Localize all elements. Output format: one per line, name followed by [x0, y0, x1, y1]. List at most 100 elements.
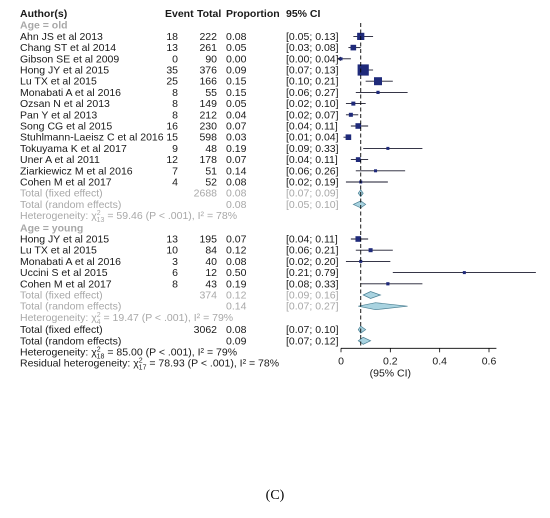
header-event: Event [165, 8, 194, 20]
study-ci: [0.02; 0.10] [286, 98, 339, 110]
study-marker [355, 123, 362, 129]
study-total: 230 [199, 121, 217, 133]
study-author: Gibson SE et al 2009 [20, 53, 119, 65]
study-total: 43 [205, 278, 217, 290]
panel-label: (C) [265, 488, 285, 503]
study-marker [386, 146, 390, 150]
group-random-diamond [352, 200, 367, 209]
study-total: 261 [199, 42, 217, 54]
study-event: 7 [172, 165, 178, 177]
study-ci: [0.04; 0.11] [286, 121, 338, 133]
study-author: Ahn JS et al 2013 [20, 31, 103, 43]
study-total: 51 [205, 165, 217, 177]
study-event: 3 [172, 256, 178, 268]
study-ci: [0.21; 0.79] [286, 267, 339, 279]
group-fixed-label: Total (fixed effect) [20, 188, 103, 200]
study-marker [355, 157, 361, 162]
group-random-label: Total (random effects) [20, 199, 121, 211]
header-total: Total [197, 8, 221, 20]
study-author: Chang ST et al 2014 [20, 42, 116, 54]
study-proportion: 0.19 [226, 278, 247, 290]
study-proportion: 0.05 [226, 42, 247, 54]
study-marker [462, 271, 466, 275]
study-event: 4 [172, 177, 178, 189]
study-total: 90 [205, 53, 217, 65]
study-proportion: 0.07 [226, 154, 247, 166]
group-label: Age = young [20, 222, 83, 234]
group-fixed-total: 374 [199, 290, 217, 302]
study-event: 35 [166, 65, 178, 77]
study-event: 13 [166, 234, 178, 246]
study-event: 8 [172, 109, 178, 121]
study-proportion: 0.08 [226, 31, 247, 43]
study-marker [374, 169, 378, 173]
study-proportion: 0.07 [226, 121, 247, 133]
x-tick-label: 0.2 [383, 355, 398, 367]
study-proportion: 0.09 [226, 65, 247, 77]
study-marker [355, 236, 362, 242]
study-total: 178 [199, 154, 217, 166]
overall-random-label: Total (random effects) [20, 335, 121, 347]
study-marker [339, 57, 343, 61]
study-event: 6 [172, 267, 178, 279]
study-event: 13 [166, 42, 178, 54]
study-total: 12 [205, 267, 217, 279]
study-ci: [0.10; 0.21] [286, 76, 339, 88]
study-total: 598 [199, 132, 217, 144]
study-author: Stuhlmann-Laeisz C et al 2016 [20, 132, 164, 144]
study-author: Tokuyama K et al 2017 [20, 143, 127, 155]
study-total: 195 [199, 234, 217, 246]
group-fixed-proportion: 0.08 [226, 188, 247, 200]
overall-fixed-proportion: 0.08 [226, 324, 247, 336]
overall-random-proportion: 0.09 [226, 335, 247, 347]
study-marker [350, 44, 357, 51]
study-ci: [0.06; 0.21] [286, 245, 339, 257]
study-proportion: 0.14 [226, 165, 247, 177]
study-total: 84 [205, 245, 217, 257]
study-marker [374, 77, 382, 86]
study-ci: [0.02; 0.07] [286, 109, 339, 121]
overall-random-diamond [357, 336, 372, 345]
study-proportion: 0.08 [226, 177, 247, 189]
header-ci: 95% CI [286, 8, 321, 20]
overall-fixed-ci: [0.07; 0.10] [286, 324, 339, 336]
study-author: Cohen M et al 2017 [20, 177, 112, 189]
study-author: Ziarkiewicz M et al 2016 [20, 165, 133, 177]
study-total: 212 [199, 109, 217, 121]
study-author: Hong JY et al 2015 [20, 234, 109, 246]
x-axis-label: (95% CI) [370, 367, 411, 379]
study-event: 15 [166, 132, 178, 144]
study-marker [345, 134, 352, 140]
study-marker [357, 64, 369, 76]
group-fixed-total: 2688 [194, 188, 218, 200]
x-tick-label: 0.6 [482, 355, 497, 367]
study-ci: [0.04; 0.11] [286, 154, 338, 166]
study-proportion: 0.07 [226, 234, 247, 246]
group-fixed-diamond [362, 291, 382, 299]
study-marker [386, 282, 390, 286]
study-event: 8 [172, 278, 178, 290]
study-author: Ozsan N et al 2013 [20, 98, 110, 110]
group-random-ci: [0.05; 0.10] [286, 199, 339, 211]
study-event: 10 [166, 245, 178, 257]
group-fixed-ci: [0.09; 0.16] [286, 290, 339, 302]
study-author: Pan Y et al 2013 [20, 109, 97, 121]
study-ci: [0.03; 0.08] [286, 42, 339, 54]
study-total: 149 [199, 98, 217, 110]
study-proportion: 0.15 [226, 87, 247, 99]
study-proportion: 0.00 [226, 53, 247, 65]
study-total: 48 [205, 143, 217, 155]
study-marker [351, 101, 356, 106]
study-ci: [0.00; 0.04] [286, 53, 339, 65]
study-ci: [0.02; 0.20] [286, 256, 339, 268]
study-ci: [0.09; 0.33] [286, 143, 339, 155]
group-label: Age = old [20, 20, 68, 32]
study-marker [376, 90, 380, 94]
study-author: Uccini S et al 2015 [20, 267, 108, 279]
study-ci: [0.05; 0.13] [286, 31, 339, 43]
study-event: 0 [172, 53, 178, 65]
study-author: Lu TX et al 2015 [20, 245, 97, 257]
group-random-diamond [358, 302, 408, 311]
study-author: Song CG et al 2015 [20, 121, 112, 133]
study-marker [348, 112, 353, 117]
